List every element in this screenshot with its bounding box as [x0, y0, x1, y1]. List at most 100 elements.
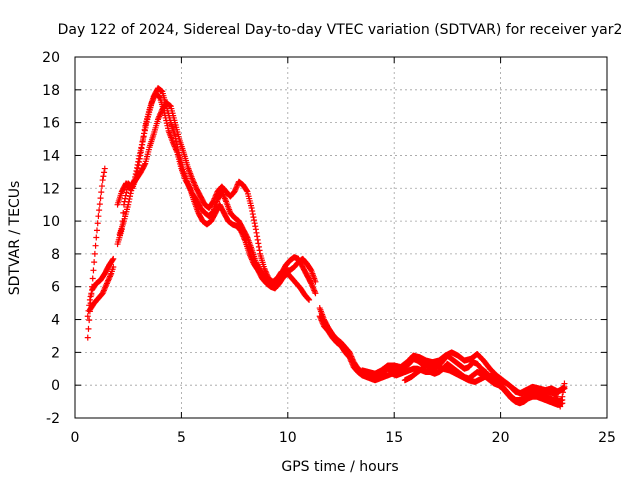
data-point [135, 158, 142, 165]
data-point [127, 193, 134, 200]
x-tick-label: 10 [279, 430, 297, 446]
data-point [127, 190, 134, 197]
y-tick-label: 6 [51, 280, 60, 296]
data-point [96, 207, 103, 214]
x-tick-label: 5 [177, 430, 186, 446]
data-point [557, 403, 564, 410]
data-point [186, 184, 193, 191]
data-point [92, 242, 99, 249]
data-point [557, 400, 564, 407]
data-points [84, 85, 568, 410]
data-point [558, 396, 565, 403]
data-point [133, 167, 140, 174]
data-point [87, 293, 94, 300]
data-point [251, 217, 258, 224]
data-point [125, 198, 132, 205]
data-point [254, 236, 261, 243]
data-point [141, 161, 148, 168]
data-point [85, 325, 92, 332]
data-point [143, 121, 150, 128]
y-tick-label: 8 [51, 247, 60, 263]
data-point [131, 177, 138, 184]
data-point [89, 275, 96, 282]
x-axis-title: GPS time / hours [281, 459, 398, 475]
data-point [252, 223, 259, 230]
data-point [101, 165, 108, 172]
data-point [243, 187, 250, 194]
data-point [86, 317, 93, 324]
data-point [249, 211, 256, 218]
data-point [98, 189, 105, 196]
data-point [140, 136, 147, 143]
data-point [84, 313, 91, 320]
data-point [97, 195, 104, 202]
data-point [248, 204, 255, 211]
data-point [94, 220, 101, 227]
data-point [132, 170, 139, 177]
data-point [141, 130, 148, 137]
data-point [91, 250, 98, 257]
data-point [90, 267, 97, 274]
data-point [560, 384, 567, 391]
data-point [252, 226, 259, 233]
data-point [122, 192, 129, 199]
data-point [98, 183, 105, 190]
y-tick-label: 12 [42, 181, 60, 197]
data-point [253, 229, 260, 236]
data-point [136, 152, 143, 159]
y-tick-label: 4 [51, 313, 60, 329]
data-point [123, 189, 130, 196]
data-point [306, 296, 313, 303]
data-point [255, 240, 262, 247]
y-tick-label: 20 [42, 50, 60, 66]
data-point [559, 393, 566, 400]
data-point [130, 178, 137, 185]
data-point [137, 147, 144, 154]
data-point [134, 161, 141, 168]
data-point [312, 290, 319, 297]
data-point [84, 334, 91, 341]
data-point [305, 296, 312, 303]
data-point [88, 290, 95, 297]
data-point [110, 255, 117, 262]
y-tick-label: 16 [42, 116, 60, 132]
x-tick-label: 15 [385, 430, 403, 446]
data-point [250, 214, 257, 221]
data-point [139, 138, 146, 145]
data-point [312, 278, 319, 285]
data-point [95, 213, 102, 220]
data-point [254, 233, 261, 240]
data-point [93, 234, 100, 241]
data-point [138, 144, 145, 151]
data-point [126, 196, 133, 203]
data-point [99, 177, 106, 184]
data-point [137, 150, 144, 157]
data-point [134, 164, 141, 171]
data-point [135, 155, 142, 162]
data-point [251, 220, 258, 227]
data-point [143, 119, 150, 126]
data-point [86, 296, 93, 303]
axis-ticks: 0 5 10 15 20 25 -2 0 2 4 6 8 10 12 14 16 18 20 [42, 50, 616, 446]
data-point [110, 264, 117, 271]
data-point [142, 124, 149, 131]
data-point [96, 201, 103, 208]
data-point [141, 127, 148, 134]
data-point [256, 247, 263, 254]
grid-lines [75, 57, 607, 418]
data-point [100, 173, 107, 180]
data-point [101, 169, 108, 176]
y-tick-label: 0 [51, 378, 60, 394]
data-point [561, 380, 568, 387]
x-tick-label: 20 [492, 430, 510, 446]
data-point [138, 141, 145, 148]
y-tick-label: -2 [46, 411, 60, 427]
y-tick-label: 10 [42, 214, 60, 230]
data-point [249, 208, 256, 215]
y-axis-title: SDTVAR / TECUs [7, 181, 23, 296]
y-tick-label: 14 [42, 148, 60, 164]
data-point [91, 259, 98, 266]
data-point [132, 174, 139, 181]
data-point [125, 201, 132, 208]
